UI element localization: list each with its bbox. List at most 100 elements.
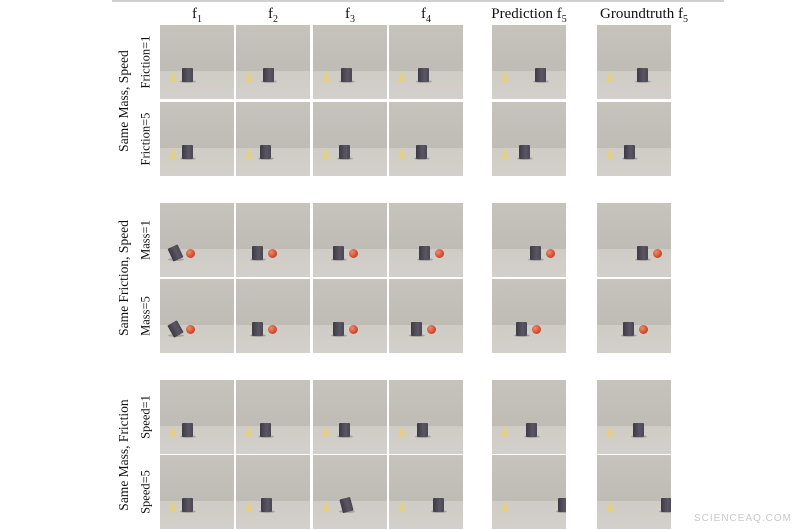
ball-object: [349, 249, 358, 258]
cube-object: [417, 423, 428, 437]
frame-r2-c2: [236, 102, 310, 176]
ball-object: [532, 325, 541, 334]
frame-r1-c6: [597, 25, 671, 99]
column-header-base: f: [421, 6, 426, 22]
cube-object: [252, 246, 263, 260]
column-header-base: f: [268, 6, 273, 22]
frame-r6-c2: [236, 455, 310, 529]
cube-object: [182, 68, 193, 82]
cube-object: [637, 246, 648, 260]
cone-object: [501, 500, 509, 512]
frame-r3-c2: [236, 203, 310, 277]
cone-object: [501, 70, 509, 82]
cone-object: [322, 70, 330, 82]
ball-object: [435, 249, 444, 258]
cube-object: [411, 322, 422, 336]
frame-r6-c6: [597, 455, 671, 529]
frame-r5-c6: [597, 380, 671, 454]
cube-object: [182, 145, 193, 159]
frame-r5-c2: [236, 380, 310, 454]
frame-r3-c3: [313, 203, 387, 277]
frame-r2-c4: [389, 102, 463, 176]
column-header-6: Groundtruth f5: [600, 6, 688, 25]
ball-object: [268, 249, 277, 258]
column-header-subscript: 4: [426, 14, 431, 25]
group-label-1: Same Mass, Speed: [116, 49, 131, 152]
column-header-base: Groundtruth f: [600, 6, 683, 22]
row-label-3-2: Speed=5: [138, 470, 153, 514]
row-label-2-2: Mass=5: [138, 296, 153, 336]
column-header-subscript: 3: [350, 14, 355, 25]
cone-object: [169, 500, 177, 512]
cube-object: [339, 145, 350, 159]
cube-object: [624, 145, 635, 159]
cube-object: [633, 423, 644, 437]
frame-r4-c5: [492, 279, 566, 353]
column-header-3: f3: [345, 6, 355, 25]
cube-object: [516, 322, 527, 336]
frame-r5-c5: [492, 380, 566, 454]
cube-object: [252, 322, 263, 336]
cube-object: [661, 498, 671, 512]
cube-object: [263, 68, 274, 82]
cone-object: [169, 147, 177, 159]
frame-r1-c4: [389, 25, 463, 99]
cube-object: [418, 68, 429, 82]
cone-object: [501, 425, 509, 437]
column-header-4: f4: [421, 6, 431, 25]
frame-r2-c1: [160, 102, 234, 176]
cone-object: [606, 425, 614, 437]
row-label-2-1: Mass=1: [138, 220, 153, 260]
cone-object: [501, 147, 509, 159]
column-header-base: f: [345, 6, 350, 22]
cube-object: [433, 498, 444, 512]
frame-r4-c6: [597, 279, 671, 353]
cube-object: [333, 246, 344, 260]
cone-object: [245, 500, 253, 512]
frame-r1-c5: [492, 25, 566, 99]
cube-object: [260, 145, 271, 159]
ball-object: [268, 325, 277, 334]
frame-r3-c4: [389, 203, 463, 277]
group-label-2: Same Friction, Speed: [116, 220, 131, 336]
row-label-1-2: Friction=5: [138, 112, 153, 166]
frame-r3-c5: [492, 203, 566, 277]
group-label-3: Same Mass, Friction: [116, 398, 131, 511]
row-label-3-1: Speed=1: [138, 395, 153, 439]
cone-object: [398, 425, 406, 437]
column-header-1: f1: [192, 6, 202, 25]
watermark: SCIENCEAQ.COM: [693, 513, 792, 524]
ball-object: [349, 325, 358, 334]
top-rule: [112, 0, 724, 2]
column-header-subscript: 5: [682, 14, 688, 25]
column-header-base: f: [192, 6, 197, 22]
frame-r6-c1: [160, 455, 234, 529]
cone-object: [245, 147, 253, 159]
ball-object: [653, 249, 662, 258]
cone-object: [245, 70, 253, 82]
frame-r2-c3: [313, 102, 387, 176]
ball-object: [639, 325, 648, 334]
ball-object: [186, 325, 195, 334]
cone-object: [322, 425, 330, 437]
cube-object: [558, 498, 566, 512]
column-header-subscript: 2: [273, 14, 278, 25]
frame-r6-c4: [389, 455, 463, 529]
frame-r1-c2: [236, 25, 310, 99]
frame-r4-c1: [160, 279, 234, 353]
cube-object: [623, 322, 634, 336]
frame-r6-c5: [492, 455, 566, 529]
frame-r4-c3: [313, 279, 387, 353]
cone-object: [322, 147, 330, 159]
frame-r5-c3: [313, 380, 387, 454]
frame-r4-c4: [389, 279, 463, 353]
cone-object: [169, 425, 177, 437]
cone-object: [606, 147, 614, 159]
column-header-base: Prediction f: [491, 6, 562, 22]
frame-r5-c4: [389, 380, 463, 454]
cube-object: [341, 68, 352, 82]
cube-object: [261, 498, 272, 512]
frame-r3-c1: [160, 203, 234, 277]
frame-r1-c1: [160, 25, 234, 99]
ball-object: [186, 249, 195, 258]
